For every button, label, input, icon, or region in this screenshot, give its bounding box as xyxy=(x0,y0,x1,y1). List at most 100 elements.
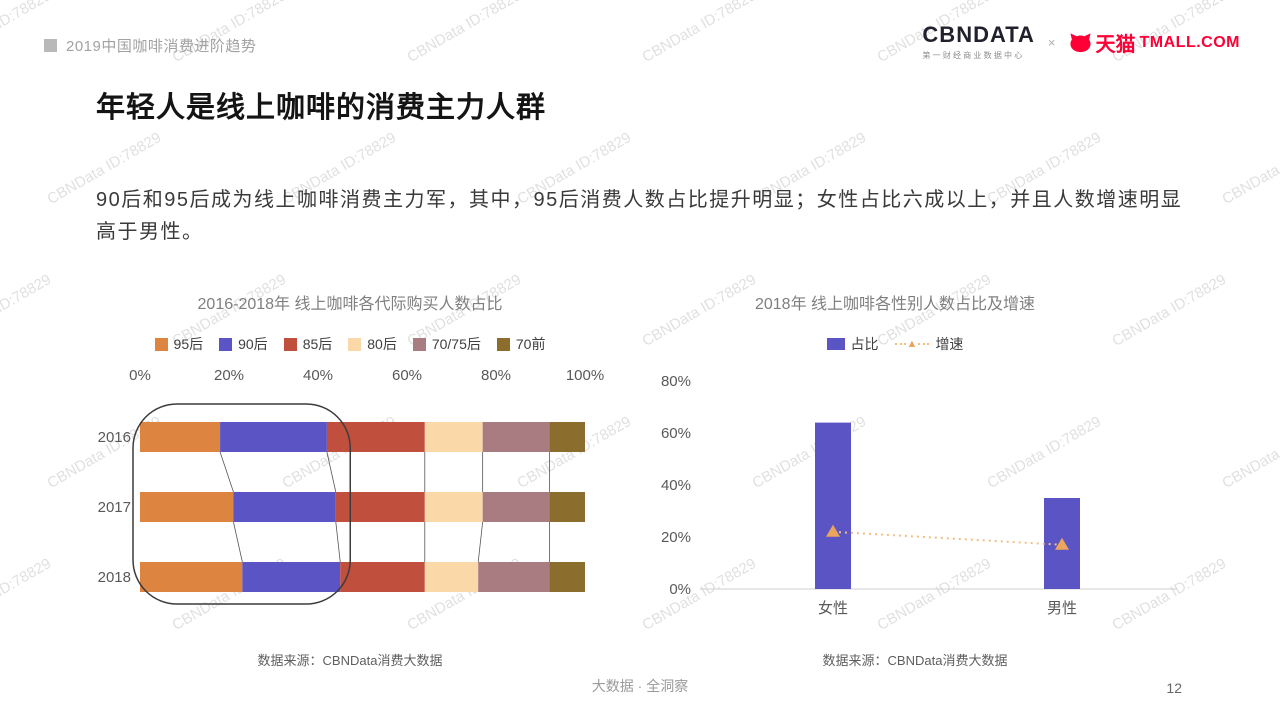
y-axis-tick: 40% xyxy=(661,477,691,494)
report-header: 2019中国咖啡消费进阶趋势 xyxy=(44,35,256,56)
legend-swatch xyxy=(412,337,426,351)
legend-item-90后: 90后 xyxy=(219,334,268,354)
legend-label: 85后 xyxy=(302,336,333,352)
bar-女性 xyxy=(815,422,851,589)
legend-label: 70前 xyxy=(515,336,546,352)
tmall-logo-en: TMALL.COM xyxy=(1139,33,1240,51)
x-axis-tick: 60% xyxy=(392,367,422,384)
generation-chart-title: 2016-2018年 线上咖啡各代际购买人数占比 xyxy=(197,296,503,313)
legend-label: 占比 xyxy=(850,336,879,352)
segment-connector-line xyxy=(326,451,337,493)
bullet-square-icon xyxy=(44,39,57,52)
watermark-text: CBNData ID:78829 xyxy=(0,271,55,350)
tmall-logo-cn: 天猫 xyxy=(1095,34,1136,56)
bar-segment-2018-80后 xyxy=(424,562,479,592)
segment-connector-line xyxy=(219,451,234,493)
segment-connector-line xyxy=(233,521,243,563)
legend-dotted-line xyxy=(918,343,930,345)
gender-chart: 2018年 线上咖啡各性别人数占比及增速 占比 ▲ 增速 0% 20% 40% 60% 80… xyxy=(645,288,1185,669)
y-axis-tick: 80% xyxy=(661,373,691,390)
x-axis-tick: 20% xyxy=(214,367,244,384)
bar-segment-2017-85后 xyxy=(335,492,425,522)
legend-swatch xyxy=(154,337,168,351)
cbndata-logo-text: CBNDATA xyxy=(922,22,1035,47)
watermark-text: CBNData ID:78829 xyxy=(0,555,55,634)
segment-connector-line xyxy=(335,521,341,563)
legend-item-85后: 85后 xyxy=(283,334,333,354)
bar-segment-2016-95后 xyxy=(140,422,221,452)
slide-title: 年轻人是线上咖啡的消费主力人群 xyxy=(96,92,547,124)
bar-segment-2018-70前 xyxy=(549,562,585,592)
y-category-label: 2016 xyxy=(98,429,131,446)
growth-dotted-line xyxy=(832,530,1063,546)
legend-item-95后: 95后 xyxy=(154,334,204,354)
y-category-label: 2018 xyxy=(98,569,131,586)
y-axis-tick: 60% xyxy=(661,425,691,442)
legend-triangle-marker-icon: ▲ xyxy=(906,337,918,350)
legend-item-增速: ▲ 增速 xyxy=(894,334,964,354)
legend-label: 95后 xyxy=(173,336,204,352)
legend-label: 增速 xyxy=(935,336,964,352)
x-axis-tick: 40% xyxy=(303,367,333,384)
x-category-label: 女性 xyxy=(818,599,848,617)
bar-segment-2016-90后 xyxy=(220,422,327,452)
bar-segment-2017-80后 xyxy=(424,492,483,522)
growth-marker-男性 xyxy=(1055,537,1069,550)
tmall-logo: 天猫 TMALL.COM xyxy=(1069,28,1240,57)
gender-chart-title: 2018年 线上咖啡各性别人数占比及增速 xyxy=(754,296,1036,313)
legend-swatch xyxy=(826,338,845,350)
bar-segment-2017-95后 xyxy=(140,492,234,522)
cbndata-logo: CBNDATA 第一财经商业数据中心 xyxy=(922,24,1035,61)
bar-segment-2017-70前 xyxy=(549,492,585,522)
gender-chart-source: 数据来源：CBNData消费大数据 xyxy=(822,653,1008,668)
generation-chart-source: 数据来源：CBNData消费大数据 xyxy=(257,653,443,668)
page-number: 12 xyxy=(1166,680,1182,696)
bar-segment-2016-80后 xyxy=(424,422,483,452)
bar-segment-2018-90后 xyxy=(242,562,341,592)
legend-label: 70/75后 xyxy=(431,336,481,352)
legend-item-70/75后: 70/75后 xyxy=(412,334,481,354)
watermark-text: CBNData ID:78829 xyxy=(1219,413,1280,492)
gender-bar-line-chart: 0% 20% 40% 60% 80% 女性 男性 xyxy=(661,373,1177,617)
x-axis-tick: 80% xyxy=(481,367,511,384)
tmall-cat-icon xyxy=(1069,33,1091,53)
generation-chart: 2016-2018年 线上咖啡各代际购买人数占比 95后 90后 85后 80后 70/… xyxy=(98,288,605,669)
legend-item-占比: 占比 xyxy=(826,334,879,354)
bar-segment-2017-90后 xyxy=(233,492,336,522)
header: 2019中国咖啡消费进阶趋势 CBNDATA 第一财经商业数据中心 × 天猫 T… xyxy=(0,0,1280,72)
legend-swatch xyxy=(219,337,233,351)
y-axis-tick: 20% xyxy=(661,529,691,546)
bar-segment-2017-70/75后 xyxy=(482,492,550,522)
legend-item-80后: 80后 xyxy=(348,334,397,354)
highlight-annotation xyxy=(132,403,351,605)
legend-item-70前: 70前 xyxy=(496,334,546,354)
x-axis-tick: 100% xyxy=(566,367,604,384)
bar-segment-2016-70/75后 xyxy=(482,422,550,452)
gender-chart-legend: 占比 ▲ 增速 xyxy=(645,336,1145,352)
bar-segment-2018-95后 xyxy=(140,562,243,592)
x-category-label: 男性 xyxy=(1047,600,1077,617)
legend-label: 90后 xyxy=(238,336,268,352)
bar-segment-2016-85后 xyxy=(326,422,425,452)
generation-chart-legend: 95后 90后 85后 80后 70/75后 70前 xyxy=(100,336,600,352)
footer-slogan: 大数据 · 全洞察 xyxy=(591,678,689,694)
cbndata-logo-subtitle: 第一财经商业数据中心 xyxy=(922,51,1025,60)
segment-connector-line xyxy=(477,521,484,563)
generation-stacked-bar-chart: 0% 20% 40% 60% 80% 100% 2016 2017 2018 xyxy=(98,367,604,605)
logo-separator: × xyxy=(1047,35,1056,50)
x-axis-tick: 0% xyxy=(129,367,151,384)
legend-swatch xyxy=(496,337,510,351)
body-text: 90后和95后成为线上咖啡消费主力军，其中，95后消费人数占比提升明显；女性占比… xyxy=(96,189,1183,243)
legend-line-sample: ▲ xyxy=(894,337,930,350)
bar-segment-2016-70前 xyxy=(549,422,585,452)
brand-logos: CBNDATA 第一财经商业数据中心 × 天猫 TMALL.COM xyxy=(922,24,1240,61)
growth-marker-女性 xyxy=(826,524,840,537)
y-axis-tick: 0% xyxy=(669,581,691,598)
watermark-text: CBNData ID:78829 xyxy=(1219,129,1280,208)
legend-dotted-line xyxy=(894,343,906,345)
y-category-label: 2017 xyxy=(98,499,131,516)
bar-segment-2018-70/75后 xyxy=(478,562,550,592)
legend-swatch xyxy=(283,337,297,351)
legend-swatch xyxy=(348,337,362,351)
bar-segment-2018-85后 xyxy=(340,562,425,592)
